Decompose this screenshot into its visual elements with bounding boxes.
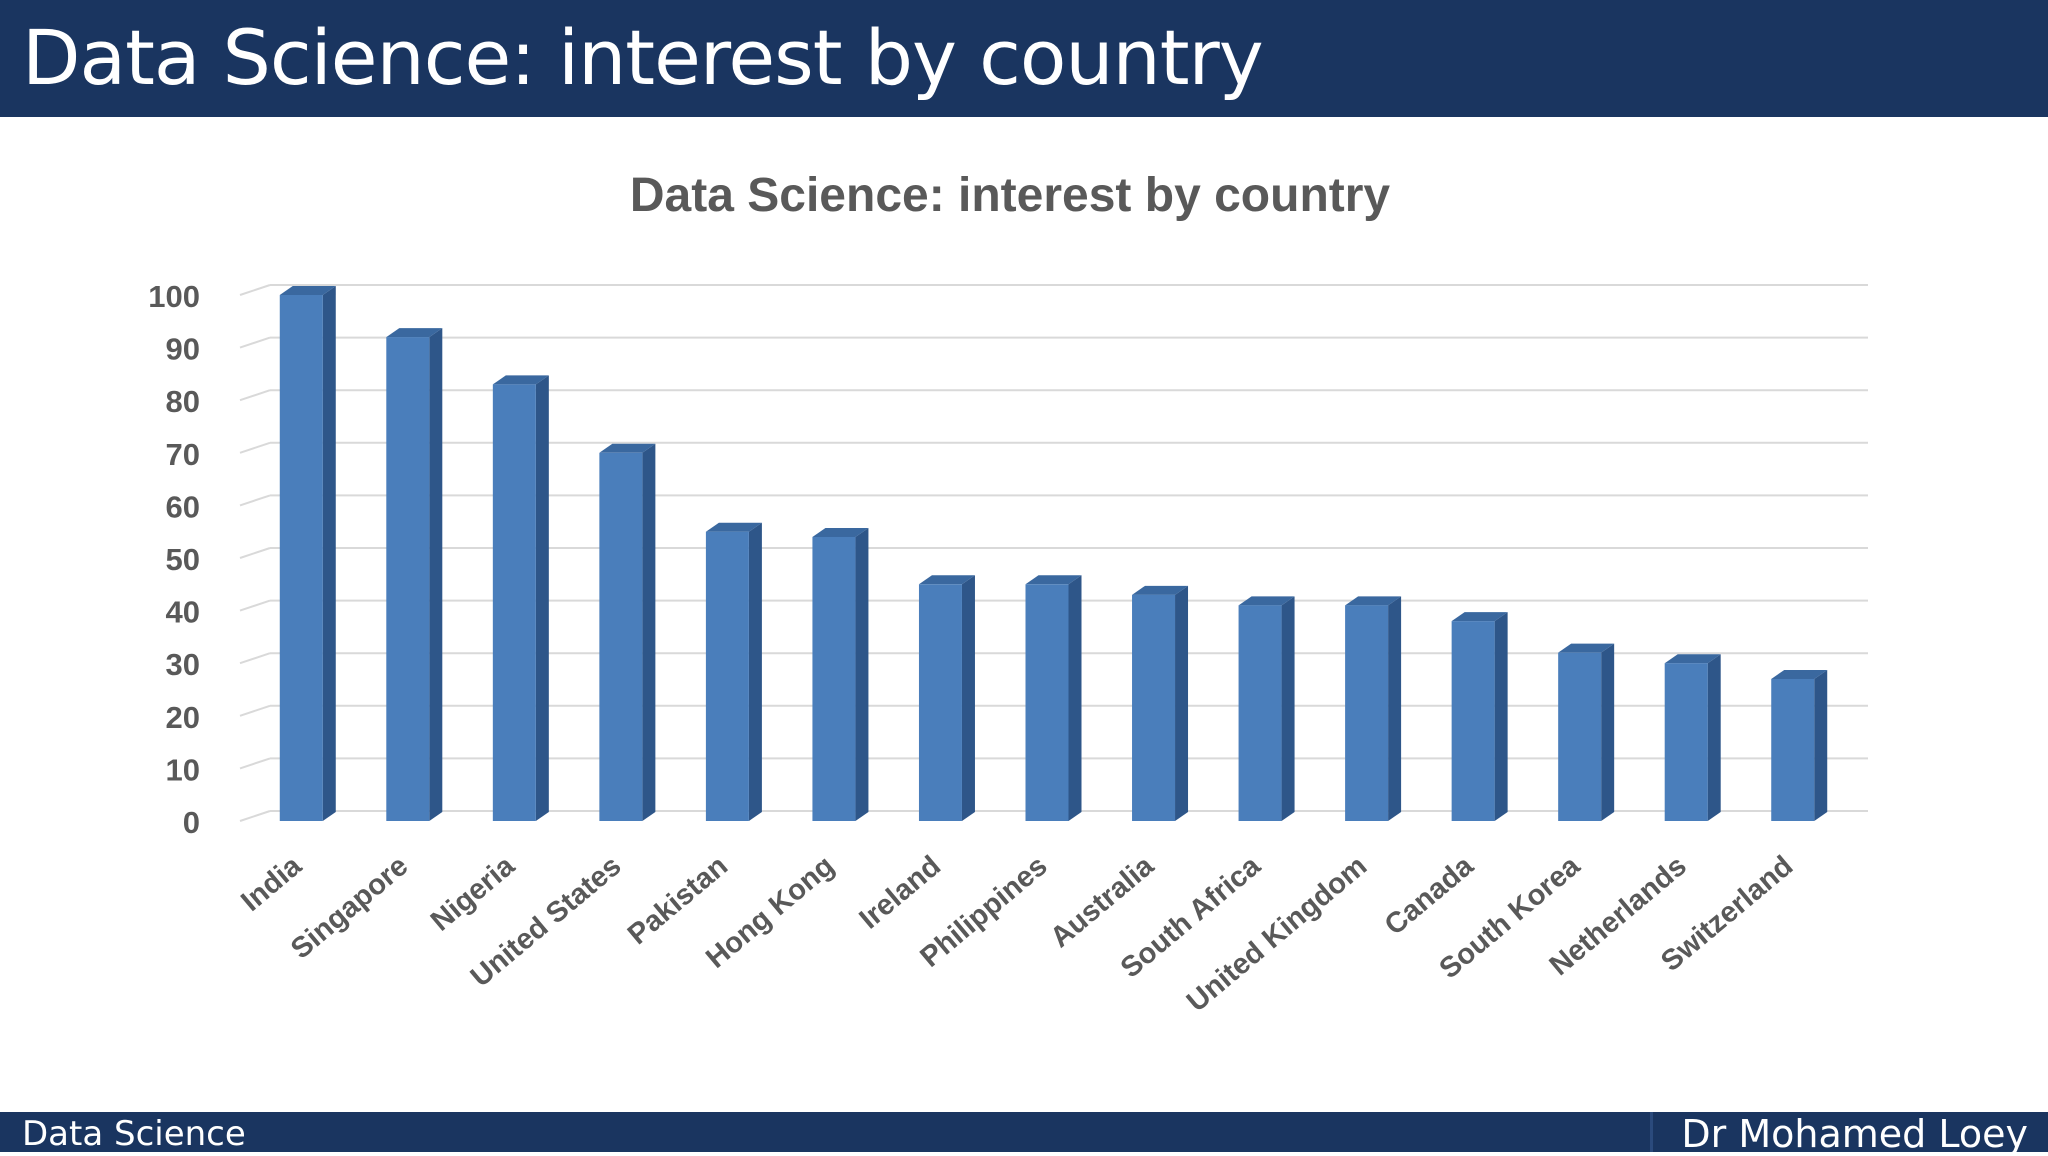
bar-side <box>855 527 869 821</box>
bar-side <box>748 522 762 821</box>
bar-top <box>1132 585 1189 595</box>
bar-side <box>1601 643 1615 821</box>
footer-author-label: Dr Mohamed Loey <box>1681 1112 2028 1156</box>
y-tick-label: 20 <box>166 700 200 735</box>
slide-title: Data Science: interest by country <box>22 13 1264 102</box>
bar-top <box>1771 669 1828 679</box>
bar-front <box>279 295 323 821</box>
bar-side <box>535 375 549 821</box>
bar-side <box>1388 596 1402 821</box>
gridline-depth <box>239 599 271 612</box>
bar-front <box>918 584 962 821</box>
bar-front <box>1771 678 1815 821</box>
bar-front <box>386 337 430 821</box>
bar <box>918 575 975 821</box>
bar-front <box>599 452 643 821</box>
bar-top <box>812 527 869 537</box>
bar <box>492 375 549 821</box>
y-tick-label: 60 <box>166 489 200 524</box>
y-tick-label: 10 <box>166 752 200 787</box>
x-tick-label: Nigeria <box>425 849 522 937</box>
bar <box>705 522 762 821</box>
bar <box>1664 654 1721 821</box>
y-tick-label: 80 <box>166 384 200 419</box>
bar-top <box>492 375 549 385</box>
bar-top <box>1664 654 1721 664</box>
bar-side <box>1494 612 1508 821</box>
x-tick-label: India <box>235 849 308 918</box>
slide-header: Data Science: interest by country <box>0 0 2048 117</box>
bar-side <box>1175 585 1189 821</box>
bar <box>1451 612 1508 821</box>
y-tick-label: 0 <box>183 805 200 840</box>
bar-side <box>1814 669 1828 821</box>
gridline-depth <box>239 336 271 349</box>
bar-front <box>1238 605 1282 821</box>
y-tick-label: 50 <box>166 542 200 577</box>
chart-title: Data Science: interest by country <box>630 169 1391 222</box>
bar-front <box>1345 605 1389 821</box>
y-tick-label: 100 <box>148 279 200 314</box>
bar-front <box>1025 584 1069 821</box>
y-tick-label: 70 <box>166 437 200 472</box>
bar <box>1238 596 1295 821</box>
bar <box>279 286 336 821</box>
bar <box>1025 575 1082 821</box>
bar-front <box>1664 663 1708 821</box>
bar-top <box>599 443 656 453</box>
bar <box>386 328 443 821</box>
bar-side <box>1068 575 1082 821</box>
bar-top <box>1451 612 1508 622</box>
bar-top <box>918 575 975 585</box>
gridline-depth <box>239 652 271 665</box>
bar-front <box>492 384 536 821</box>
bar-top <box>386 328 443 338</box>
bar <box>1558 643 1615 821</box>
bar-front <box>812 536 856 821</box>
bar-front <box>1132 594 1176 821</box>
gridline-depth <box>239 547 271 559</box>
y-tick-label: 90 <box>166 332 200 367</box>
x-tick-label: Ireland <box>854 850 947 936</box>
bar <box>599 443 656 821</box>
y-tick-label: 40 <box>166 595 200 630</box>
bar-top <box>279 286 336 295</box>
y-tick-label: 30 <box>166 647 200 682</box>
x-tick-label: Canada <box>1379 849 1480 941</box>
gridline-depth <box>239 810 271 822</box>
bar <box>1132 585 1189 821</box>
bar <box>1771 669 1828 821</box>
bar-chart: Data Science: interest by country 0 10 20 30… <box>148 169 1868 1018</box>
bar-top <box>1558 643 1615 653</box>
bar-front <box>1451 621 1495 821</box>
bar-side <box>1281 596 1295 821</box>
x-tick-label: United Kingdom <box>1181 850 1373 1018</box>
bar-top <box>1238 596 1295 606</box>
gridline-depth <box>239 494 271 507</box>
bar-top <box>705 522 762 532</box>
bar <box>1345 596 1402 821</box>
footer-divider <box>1650 1112 1653 1152</box>
bar <box>812 527 869 821</box>
bar-top <box>1345 596 1402 606</box>
x-tick-label: Singapore <box>285 850 414 966</box>
bar-front <box>705 531 749 821</box>
footer-course-label: Data Science <box>22 1114 246 1154</box>
slide-footer: Data Science Dr Mohamed Loey <box>0 1112 2048 1156</box>
bar-top <box>1025 575 1082 585</box>
gridline-depth <box>239 704 271 717</box>
gridline-depth <box>239 441 271 454</box>
bar-side <box>322 286 336 821</box>
gridline-depth <box>239 284 271 296</box>
bar-side <box>642 443 656 821</box>
bar-side <box>961 575 975 821</box>
bar-front <box>1558 652 1602 821</box>
bar-side <box>429 328 443 821</box>
gridline-depth <box>239 757 271 770</box>
bar-side <box>1707 654 1721 821</box>
gridline-depth <box>239 389 271 402</box>
